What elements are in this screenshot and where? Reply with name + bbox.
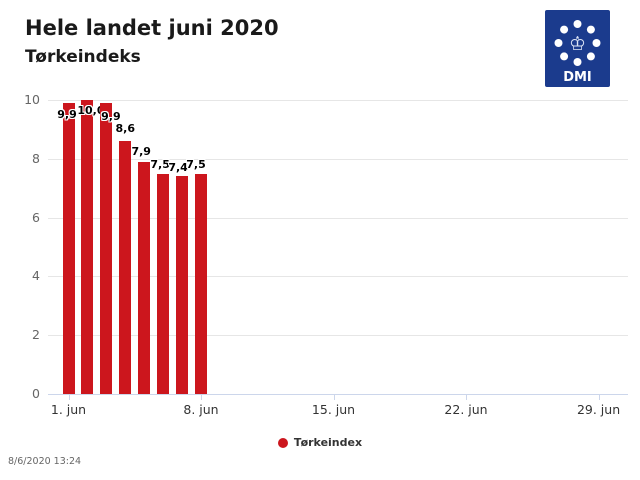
x-axis-tick-label: 15. jun: [311, 402, 356, 417]
timestamp: 8/6/2020 13:24: [8, 456, 82, 467]
x-axis-tick: [333, 394, 335, 400]
bar-data-label: 9,9: [57, 108, 77, 121]
bar-torkeindex[interactable]: [119, 141, 132, 394]
dmi-logo-text: DMI: [563, 70, 592, 85]
bar-torkeindex[interactable]: [62, 102, 75, 394]
x-axis-line: [48, 394, 628, 395]
page-title: Hele landet juni 2020: [25, 16, 279, 40]
gridline: [48, 158, 628, 160]
legend-marker-icon: [277, 437, 288, 448]
crown-icon: ♔: [569, 33, 586, 55]
bar-data-label: 9,9: [101, 110, 121, 123]
gridline: [48, 335, 628, 337]
x-axis-tick-label: 1. jun: [50, 402, 87, 417]
x-axis-tick: [68, 394, 70, 400]
bar-torkeindex[interactable]: [100, 102, 113, 394]
gridline: [48, 100, 628, 101]
gridline: [48, 276, 628, 278]
bar-torkeindex[interactable]: [195, 173, 207, 394]
bar-torkeindex[interactable]: [157, 173, 170, 394]
legend-item-torkeindex[interactable]: Tørkeindex: [0, 436, 640, 449]
bar-data-label: 7,4: [168, 161, 188, 174]
bar-torkeindex[interactable]: [138, 161, 151, 394]
dmi-logo-dots: [554, 20, 601, 66]
bar-data-label: 7,5: [150, 158, 170, 171]
y-axis-tick-label: 6: [32, 209, 40, 225]
y-axis-tick-label: 4: [32, 268, 40, 284]
bar-torkeindex[interactable]: [176, 176, 189, 394]
bar-data-label: 7,9: [131, 145, 151, 158]
x-axis-tick-label: 29. jun: [576, 402, 621, 417]
x-axis-tick-label: 22. jun: [444, 402, 488, 417]
bar-data-label: 8,6: [115, 122, 136, 135]
x-axis-tick: [598, 394, 600, 400]
x-axis-tick-label: 8. jun: [183, 402, 219, 417]
x-axis-tick: [466, 394, 468, 400]
y-axis-tick-label: 10: [24, 92, 40, 107]
y-axis-tick-label: 2: [32, 327, 40, 343]
page-subtitle: Tørkeindeks: [25, 47, 141, 67]
dmi-logo: ♔ DMI: [545, 10, 610, 87]
y-axis-tick-label: 8: [32, 150, 40, 166]
x-axis-tick: [201, 394, 202, 400]
legend-label: Tørkeindex: [293, 436, 363, 449]
bar-data-label: 7,5: [186, 158, 206, 171]
gridline: [48, 217, 628, 219]
bar-torkeindex[interactable]: [81, 100, 94, 394]
y-axis-tick-label: 0: [32, 386, 40, 401]
bar-data-label: 10,0: [77, 104, 105, 117]
